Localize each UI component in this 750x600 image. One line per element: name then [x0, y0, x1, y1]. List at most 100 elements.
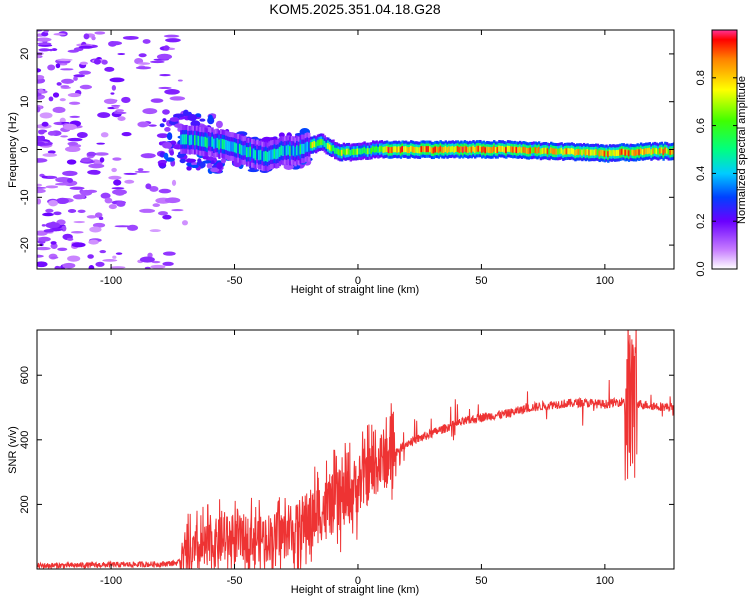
ridge-cell [292, 145, 295, 156]
ridge-cell [565, 148, 569, 155]
ridge-cell [499, 145, 503, 152]
ridge-cell [403, 146, 406, 153]
ridge-cell [235, 143, 238, 154]
ridge-cell [614, 150, 617, 157]
noise-blob [115, 109, 124, 113]
ridge-cell [420, 146, 423, 153]
ridge-cell [195, 135, 199, 146]
noise-blob [142, 39, 151, 44]
noise-blob [37, 183, 43, 187]
ridge-cell [387, 147, 390, 154]
noise-blob [86, 151, 97, 157]
ridge-cell [480, 146, 484, 153]
noise-blob [48, 48, 53, 52]
noise-blob [113, 111, 127, 115]
ridge-cell [384, 146, 387, 153]
ridge-cell [251, 148, 254, 159]
ridge-cell [671, 148, 674, 155]
ridge-cell [437, 147, 441, 154]
noise-blob [113, 179, 122, 186]
ridge-cell [323, 140, 327, 147]
noise-blob [159, 73, 171, 77]
noise-blob [97, 112, 111, 118]
noise-blob [45, 185, 59, 189]
scatter-blob [208, 114, 213, 121]
ridge-cell [634, 149, 638, 156]
ridge-cell [252, 148, 256, 159]
ridge-cell [211, 136, 214, 147]
snr-series-line [37, 330, 674, 569]
noise-blob [64, 146, 81, 153]
noise-blob [111, 85, 117, 91]
ridge-cell [188, 135, 192, 146]
colorbar-tick-label: 0.0 [695, 261, 707, 276]
noise-blob [135, 66, 152, 70]
noise-blob [123, 172, 138, 175]
ridge-cell [439, 145, 442, 152]
ridge-cell [406, 147, 410, 154]
spectrogram-x-ticks: -100 -50 0 50 100 [100, 30, 614, 287]
ridge-cell [321, 139, 325, 146]
ridge-cell [304, 142, 308, 153]
ridge-cell [282, 145, 285, 157]
ridge-cell [315, 141, 318, 148]
scatter-blob [185, 158, 197, 163]
noise-blob [88, 163, 105, 169]
noise-blob [68, 101, 81, 105]
noise-blob [100, 192, 111, 199]
ridge-cell [529, 147, 532, 154]
ridge-cell [218, 139, 221, 150]
noise-blob [87, 169, 101, 175]
ridge-cell [301, 143, 304, 154]
ridge-cell [429, 146, 432, 153]
ridge-cell [207, 136, 211, 147]
spectrogram-y-ticks: -20 -10 0 10 20 [19, 48, 674, 253]
noise-blob [37, 261, 48, 268]
ridge-cell [653, 147, 657, 154]
ridge-cell [468, 146, 472, 153]
noise-blob [41, 31, 49, 37]
ridge-cell [410, 145, 413, 152]
ridge-cell [553, 148, 556, 155]
ridge-cell [444, 145, 448, 152]
scatter-blob [186, 165, 192, 171]
noise-blob [37, 246, 51, 251]
ridge-cell [624, 149, 627, 156]
ridge-cell [311, 142, 314, 149]
ridge-cell [648, 147, 651, 154]
noise-blob [72, 194, 86, 200]
ridge-cell [365, 148, 368, 155]
ridge-cell [498, 145, 501, 152]
scatter-blob [166, 132, 173, 141]
ridge-cell [221, 139, 225, 150]
ridge-cell [354, 148, 358, 155]
noise-blob [181, 220, 188, 226]
ridge-cell [548, 148, 551, 155]
ridge-cell [558, 148, 562, 155]
colorbar-tick-label: 0.4 [695, 166, 707, 181]
ridge-cell [594, 149, 598, 156]
scatter-blob [169, 116, 180, 122]
colorbar-tick-label: 0.8 [695, 70, 707, 85]
noise-blob [57, 247, 68, 251]
noise-blob [71, 242, 86, 248]
ridge-cell [261, 151, 264, 162]
ridge-cell [596, 149, 600, 156]
ridge-cell [475, 145, 479, 152]
ridge-cell [283, 145, 287, 156]
noise-blob [85, 189, 98, 193]
ridge-cell [313, 141, 316, 148]
ridge-cell [482, 146, 486, 153]
scatter-blob [159, 123, 165, 128]
ridge-cell [574, 149, 577, 156]
ridge-cell [664, 147, 667, 154]
ridge-cell [228, 141, 231, 152]
ridge-cell [629, 149, 632, 156]
ridge-cell [579, 148, 582, 155]
ridge-cell [646, 148, 650, 155]
noise-blob [48, 96, 54, 102]
noise-blob [124, 179, 135, 184]
noise-blob [59, 63, 68, 66]
noise-blob [37, 74, 45, 80]
